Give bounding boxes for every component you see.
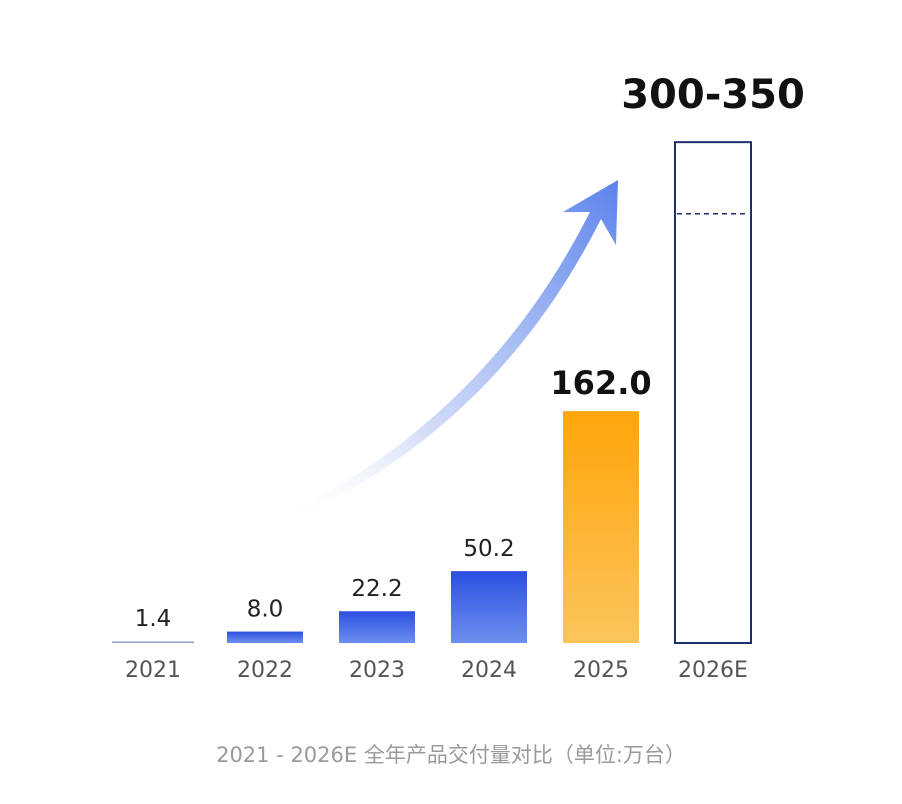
x-tick-2026e: 2026E (678, 658, 748, 683)
bar-2022 (227, 631, 303, 643)
x-tick-2023: 2023 (349, 658, 405, 683)
value-label-2022: 8.0 (247, 597, 284, 623)
chart-caption: 2021 - 2026E 全年产品交付量对比（单位:万台） (216, 743, 686, 767)
value-label-2024: 50.2 (463, 536, 514, 562)
bars-group (112, 141, 752, 644)
bar-2025 (563, 411, 639, 643)
x-tick-2022: 2022 (237, 658, 293, 683)
value-labels-group: 1.4 8.0 22.2 50.2 162.0 300-350 (135, 72, 805, 632)
value-label-2026e: 300-350 (621, 72, 805, 118)
bar-2024 (451, 571, 527, 643)
x-tick-2021: 2021 (125, 658, 181, 683)
value-label-2023: 22.2 (351, 576, 402, 602)
value-label-2025: 162.0 (550, 364, 651, 402)
x-tick-labels-group: 2021 2022 2023 2024 2025 2026E (125, 658, 748, 683)
bar-2021 (112, 641, 194, 643)
x-tick-2025: 2025 (573, 658, 629, 683)
bar-2023 (339, 611, 415, 643)
value-label-2021: 1.4 (135, 606, 172, 632)
x-tick-2024: 2024 (461, 658, 517, 683)
bar-2026e-estimate (674, 141, 752, 644)
